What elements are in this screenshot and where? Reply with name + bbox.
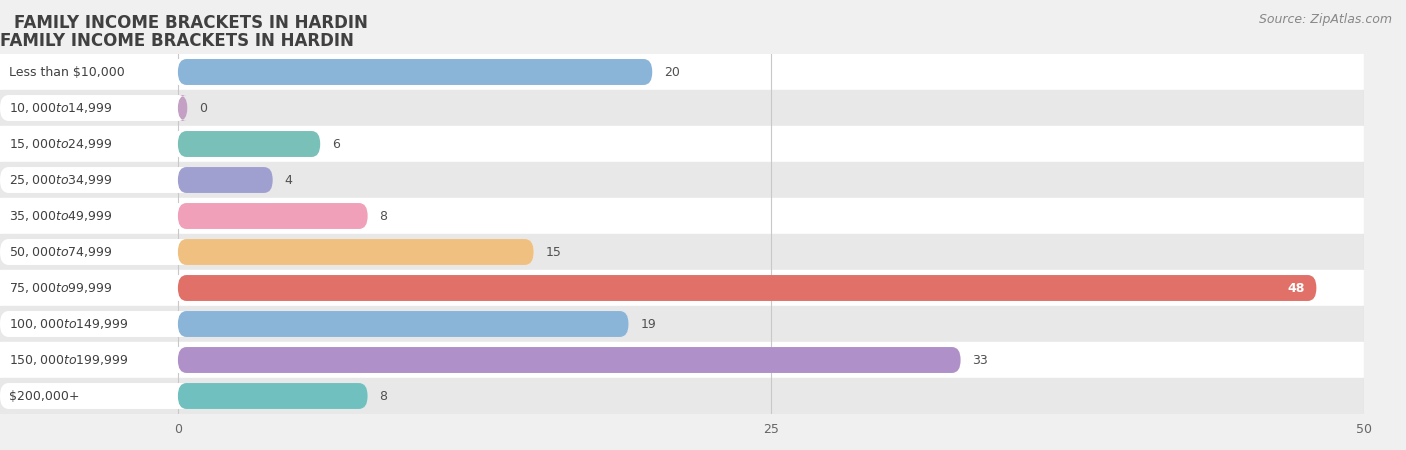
Text: 33: 33 xyxy=(973,354,988,366)
FancyBboxPatch shape xyxy=(0,383,367,409)
FancyBboxPatch shape xyxy=(179,95,187,121)
Text: $35,000 to $49,999: $35,000 to $49,999 xyxy=(10,209,112,223)
Bar xyxy=(0,234,1364,270)
Text: 8: 8 xyxy=(380,210,388,222)
Text: 15: 15 xyxy=(546,246,561,258)
Text: 48: 48 xyxy=(1286,282,1305,294)
FancyBboxPatch shape xyxy=(0,131,321,157)
Bar xyxy=(0,54,1364,90)
Text: 8: 8 xyxy=(380,390,388,402)
Text: FAMILY INCOME BRACKETS IN HARDIN: FAMILY INCOME BRACKETS IN HARDIN xyxy=(0,32,354,50)
Text: $25,000 to $34,999: $25,000 to $34,999 xyxy=(10,173,112,187)
Bar xyxy=(0,162,1364,198)
Text: $100,000 to $149,999: $100,000 to $149,999 xyxy=(10,317,129,331)
FancyBboxPatch shape xyxy=(179,131,321,157)
FancyBboxPatch shape xyxy=(0,203,367,229)
FancyBboxPatch shape xyxy=(179,275,1316,301)
Text: 4: 4 xyxy=(284,174,292,186)
Text: $15,000 to $24,999: $15,000 to $24,999 xyxy=(10,137,112,151)
Text: $150,000 to $199,999: $150,000 to $199,999 xyxy=(10,353,129,367)
FancyBboxPatch shape xyxy=(0,95,187,121)
Bar xyxy=(0,90,1364,126)
Text: 0: 0 xyxy=(200,102,207,114)
Text: 19: 19 xyxy=(640,318,657,330)
Bar xyxy=(0,306,1364,342)
FancyBboxPatch shape xyxy=(0,59,652,85)
Text: Source: ZipAtlas.com: Source: ZipAtlas.com xyxy=(1258,14,1392,27)
FancyBboxPatch shape xyxy=(179,239,534,265)
FancyBboxPatch shape xyxy=(0,275,1316,301)
FancyBboxPatch shape xyxy=(179,383,367,409)
Text: $10,000 to $14,999: $10,000 to $14,999 xyxy=(10,101,112,115)
FancyBboxPatch shape xyxy=(0,347,960,373)
Bar xyxy=(0,126,1364,162)
FancyBboxPatch shape xyxy=(179,59,652,85)
Text: Less than $10,000: Less than $10,000 xyxy=(10,66,125,78)
FancyBboxPatch shape xyxy=(179,347,960,373)
FancyBboxPatch shape xyxy=(0,239,534,265)
FancyBboxPatch shape xyxy=(0,311,628,337)
FancyBboxPatch shape xyxy=(0,167,273,193)
Text: $75,000 to $99,999: $75,000 to $99,999 xyxy=(10,281,112,295)
Bar xyxy=(0,378,1364,414)
Text: 20: 20 xyxy=(664,66,681,78)
Bar xyxy=(0,270,1364,306)
Text: FAMILY INCOME BRACKETS IN HARDIN: FAMILY INCOME BRACKETS IN HARDIN xyxy=(14,14,368,32)
Bar xyxy=(0,198,1364,234)
Text: $200,000+: $200,000+ xyxy=(10,390,80,402)
Text: 6: 6 xyxy=(332,138,340,150)
Bar xyxy=(0,342,1364,378)
FancyBboxPatch shape xyxy=(179,311,628,337)
Text: $50,000 to $74,999: $50,000 to $74,999 xyxy=(10,245,112,259)
FancyBboxPatch shape xyxy=(179,203,367,229)
FancyBboxPatch shape xyxy=(179,167,273,193)
